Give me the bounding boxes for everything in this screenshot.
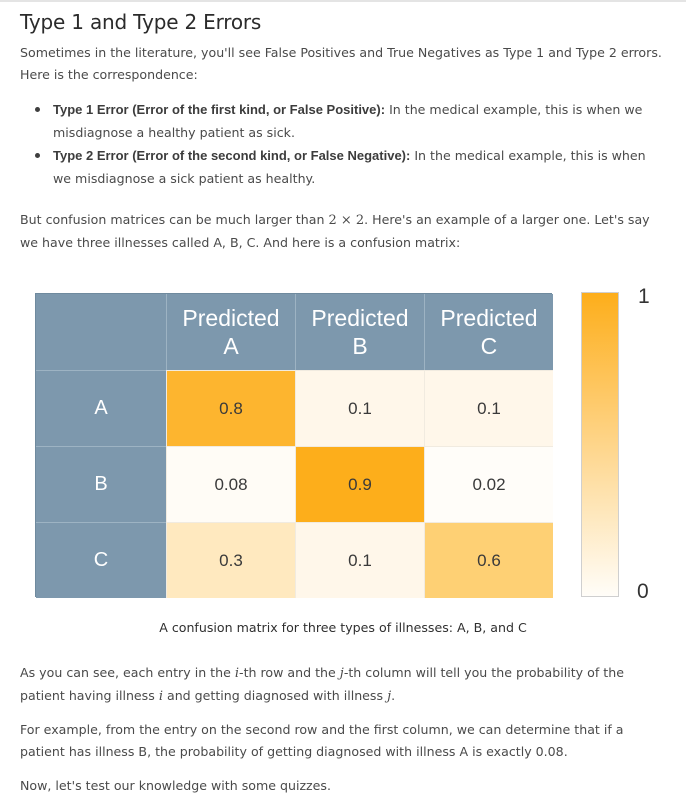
matrix-cell: 0.02 [424,446,553,522]
page-title: Type 1 and Type 2 Errors [20,10,262,34]
ij-text: -th row and the [239,665,340,680]
math-i: i [158,689,163,704]
quiz-intro-paragraph: Now, let's test our knowledge with some … [20,778,331,793]
matrix-cell: 0.8 [166,370,295,446]
larger-text-before: But confusion matrices can be much large… [20,212,329,227]
figure-caption: A confusion matrix for three types of il… [159,620,527,635]
math-two: 2 [355,213,365,228]
type1-description: In the medical example, this is when we … [53,102,643,140]
column-header-a: Predicted A [166,294,295,370]
ij-paragraph: As you can see, each entry in the i-th r… [20,662,666,708]
top-divider [0,0,686,2]
matrix-cell: 0.3 [166,522,295,598]
column-header-b: Predicted B [295,294,424,370]
matrix-cell: 0.1 [424,370,553,446]
math-j: j [387,689,392,704]
error-types-list: Type 1 Error (Error of the first kind, o… [20,98,656,190]
example-paragraph: For example, from the entry on the secon… [20,722,624,759]
math-i: i [234,666,240,681]
ij-text: As you can see, each entry in the [20,665,235,680]
matrix-corner-cell [36,294,166,370]
row-header-b: B [36,446,166,522]
type2-term: Type 2 Error (Error of the second kind, … [53,148,411,163]
ij-text: and getting diagnosed with illness [162,688,388,703]
matrix-cell: 0.08 [166,446,295,522]
larger-matrix-paragraph: But confusion matrices can be much large… [20,209,666,254]
math-two: 2 [328,213,337,228]
intro-paragraph: Sometimes in the literature, you'll see … [20,45,662,82]
row-header-c: C [36,522,166,598]
color-scale-min-label: 0 [637,580,649,603]
column-header-c: Predicted C [424,294,553,370]
math-times: × [336,213,356,228]
matrix-cell: 0.1 [295,522,424,598]
math-j: j [339,666,344,681]
color-scale-max-label: 1 [638,285,650,308]
ij-text: . [391,688,396,703]
larger-text-after: . Here's an example of a larger one. Let… [20,212,650,250]
type2-description: In the medical example, this is when we … [53,148,646,186]
color-scale-bar [581,292,619,597]
list-item-type1: Type 1 Error (Error of the first kind, o… [20,98,656,144]
matrix-cell: 0.1 [295,370,424,446]
confusion-matrix: Predicted A Predicted B Predicted C A 0.… [35,293,553,598]
list-item-type2: Type 2 Error (Error of the second kind, … [20,144,656,190]
ij-text: -th column will tell you the probability… [20,665,624,703]
matrix-cell: 0.6 [424,522,553,598]
row-header-a: A [36,370,166,446]
type1-term: Type 1 Error (Error of the first kind, o… [53,102,386,117]
matrix-cell: 0.9 [295,446,424,522]
